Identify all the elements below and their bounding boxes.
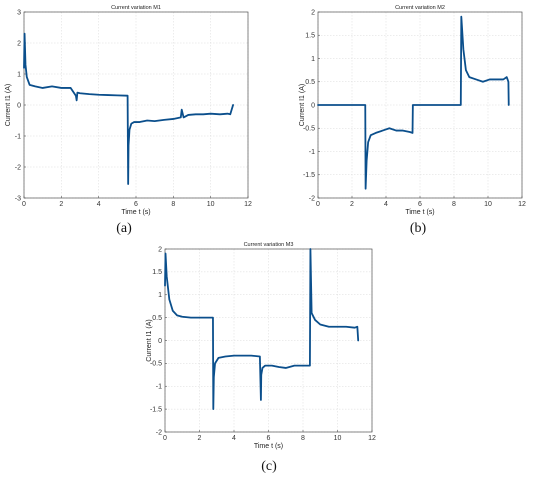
x-tick-label: 2	[198, 435, 202, 442]
series-line	[23, 32, 234, 185]
y-tick-label: -3	[15, 195, 21, 202]
x-axis-label: Time t (s)	[405, 209, 434, 216]
chart-title: Current variation M1	[111, 5, 161, 11]
y-axis-label: Current I1 (A)	[299, 84, 306, 126]
x-axis-label: Time t (s)	[254, 443, 283, 450]
x-tick-label: 10	[207, 201, 215, 208]
chart-panel-2: 0 2 4 6 8 10 12 -2 -1.5 -1 -0.5 0 0.5 1 1.5 2 Current va…	[299, 5, 526, 236]
x-tick-label: 0	[163, 435, 167, 442]
panel-caption: (c)	[261, 459, 277, 474]
x-tick-label: 4	[97, 201, 101, 208]
y-tick-label: 1	[311, 56, 315, 63]
panel-caption: (b)	[410, 221, 427, 236]
y-tick-label: -1.5	[303, 172, 315, 179]
chart-title: Current variation M3	[244, 242, 294, 248]
y-axis-label: Current I1 (A)	[5, 84, 12, 126]
x-tick-label: 6	[418, 201, 422, 208]
x-tick-label: 0	[316, 201, 320, 208]
y-tick-label: -1	[15, 133, 21, 140]
x-tick-label: 12	[244, 201, 252, 208]
series-line	[317, 15, 510, 190]
y-tick-label: -1	[156, 384, 162, 391]
y-tick-label: 1.5	[305, 33, 315, 40]
x-tick-label: 8	[452, 201, 456, 208]
x-tick-label: 10	[484, 201, 492, 208]
y-tick-label: 0	[158, 338, 162, 345]
y-tick-label: 1	[158, 292, 162, 299]
y-axis-label: Current I1 (A)	[146, 319, 153, 361]
y-tick-label: 2	[311, 9, 315, 16]
y-tick-label: 0	[17, 102, 21, 109]
x-tick-label: 6	[267, 435, 271, 442]
y-tick-label: 1.5	[152, 269, 162, 276]
x-tick-label: 4	[384, 201, 388, 208]
y-tick-label: 3	[17, 9, 21, 16]
y-tick-label: -2	[309, 195, 315, 202]
x-axis-label: Time t (s)	[121, 209, 150, 216]
y-tick-label: -0.5	[303, 126, 315, 133]
x-tick-label: 12	[518, 201, 526, 208]
chart-panel-3: 0 2 4 6 8 10 12 -2 -1.5 -1 -0.5 0 0.5 1 1.5 2 Current va…	[146, 242, 376, 474]
y-tick-label: -1	[309, 149, 315, 156]
y-tick-label: 0	[311, 102, 315, 109]
panel-caption: (a)	[116, 221, 132, 236]
y-tick-label: -0.5	[150, 361, 162, 368]
x-tick-label: 12	[368, 435, 376, 442]
y-tick-label: 2	[158, 246, 162, 253]
y-tick-label: 2	[17, 40, 21, 47]
x-tick-label: 2	[59, 201, 63, 208]
x-tick-label: 8	[301, 435, 305, 442]
y-tick-label: -1.5	[150, 406, 162, 413]
y-tick-label: -2	[15, 164, 21, 171]
y-tick-label: 1	[17, 71, 21, 78]
y-tick-label: 0.5	[152, 315, 162, 322]
y-tick-label: -2	[156, 429, 162, 436]
series-line	[164, 248, 360, 411]
x-tick-label: 0	[22, 201, 26, 208]
x-tick-label: 4	[232, 435, 236, 442]
x-tick-label: 6	[134, 201, 138, 208]
x-tick-label: 2	[350, 201, 354, 208]
x-tick-label: 8	[171, 201, 175, 208]
x-tick-label: 10	[334, 435, 342, 442]
chart-title: Current variation M2	[395, 5, 445, 11]
y-tick-label: 0.5	[305, 79, 315, 86]
